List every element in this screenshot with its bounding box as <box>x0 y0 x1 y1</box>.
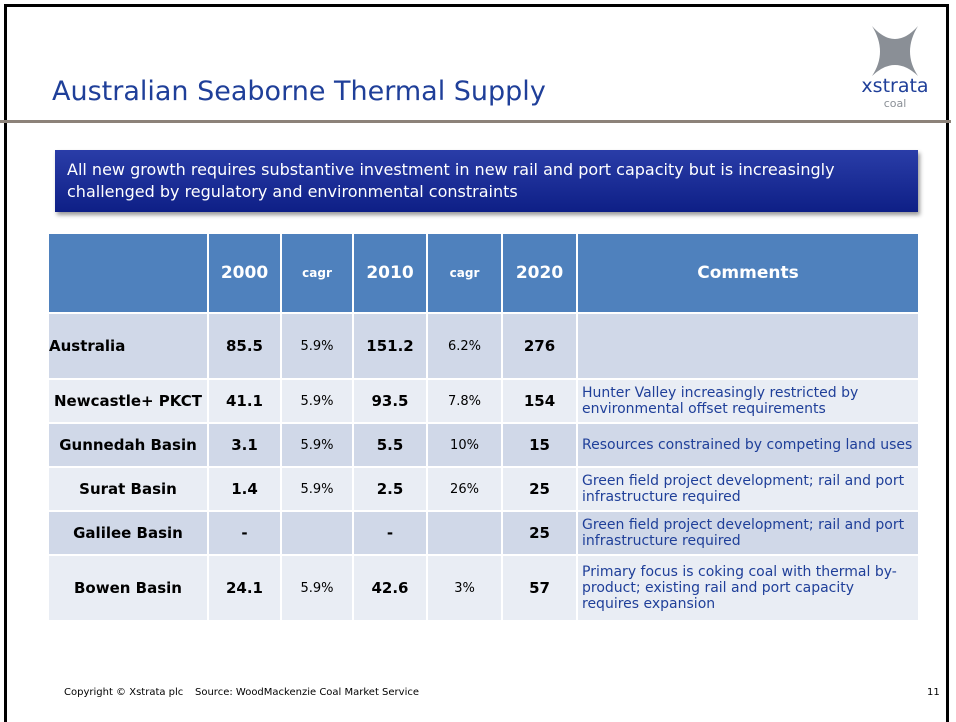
cell: 151.2 <box>352 312 428 380</box>
row-label: Australia <box>47 312 209 380</box>
cell: 3% <box>426 554 503 622</box>
cell: 41.1 <box>207 378 282 424</box>
slide-title: Australian Seaborne Thermal Supply <box>52 76 546 107</box>
column-header <box>47 232 209 314</box>
cell <box>426 510 503 556</box>
row-label: Gunnedah Basin <box>47 422 209 468</box>
cell: 6.2% <box>426 312 503 380</box>
cell: 26% <box>426 466 503 512</box>
cell: - <box>207 510 282 556</box>
row-label: Galilee Basin <box>47 510 209 556</box>
cell: 5.9% <box>280 466 354 512</box>
comment: Primary focus is coking coal with therma… <box>576 554 920 622</box>
column-header: cagr <box>426 232 503 314</box>
comment: Green field project development; rail an… <box>576 510 920 556</box>
cell: 5.5 <box>352 422 428 468</box>
banner: All new growth requires substantive inve… <box>55 150 918 212</box>
cell: 25 <box>501 466 578 512</box>
cell: 10% <box>426 422 503 468</box>
cell: 25 <box>501 510 578 556</box>
table-row: Newcastle+ PKCT 41.1 5.9% 93.5 7.8% 154 Hunter… <box>47 378 920 424</box>
page-number: 11 <box>927 687 940 698</box>
copyright: Copyright © Xstrata plc <box>64 687 184 698</box>
cell: 1.4 <box>207 466 282 512</box>
cell: 276 <box>501 312 578 380</box>
row-label: Newcastle+ PKCT <box>47 378 209 424</box>
cell: 24.1 <box>207 554 282 622</box>
cell: 7.8% <box>426 378 503 424</box>
table-row: Surat Basin 1.4 5.9% 2.5 26% 25 Green field pr… <box>47 466 920 512</box>
column-header: 2010 <box>352 232 428 314</box>
logo-name: xstrata <box>861 75 928 97</box>
comment <box>576 312 920 380</box>
header-row: 2000 cagr 2010 cagr 2020 Comments <box>47 232 920 314</box>
cell: 5.9% <box>280 554 354 622</box>
title-rule <box>0 120 951 123</box>
cell: 5.9% <box>280 312 354 380</box>
logo: xstrata coal <box>861 26 929 110</box>
table-row: Gunnedah Basin 3.1 5.9% 5.5 10% 15 Resources c… <box>47 422 920 468</box>
row-label: Bowen Basin <box>47 554 209 622</box>
cell: - <box>352 510 428 556</box>
cell: 154 <box>501 378 578 424</box>
cell: 57 <box>501 554 578 622</box>
cell: 5.9% <box>280 378 354 424</box>
cell <box>280 510 354 556</box>
cell: 85.5 <box>207 312 282 380</box>
column-header: 2000 <box>207 232 282 314</box>
table-row: Bowen Basin 24.1 5.9% 42.6 3% 57 Primary focus… <box>47 554 920 622</box>
source: Source: WoodMackenzie Coal Market Servic… <box>195 687 420 698</box>
comment: Resources constrained by competing land … <box>576 422 920 468</box>
supply-table: 2000 cagr 2010 cagr 2020 Comments Australia 85… <box>47 232 920 622</box>
cell: 42.6 <box>352 554 428 622</box>
column-header: cagr <box>280 232 354 314</box>
cell: 2.5 <box>352 466 428 512</box>
row-label: Surat Basin <box>47 466 209 512</box>
column-header: Comments <box>576 232 920 314</box>
logo-sub: coal <box>884 97 907 110</box>
comment: Green field project development; rail an… <box>576 466 920 512</box>
cell: 15 <box>501 422 578 468</box>
comment: Hunter Valley increasingly restricted by… <box>576 378 920 424</box>
cell: 5.9% <box>280 422 354 468</box>
slide-frame <box>4 4 949 722</box>
cell: 93.5 <box>352 378 428 424</box>
table-row: Australia 85.5 5.9% 151.2 6.2% 276 <box>47 312 920 380</box>
cell: 3.1 <box>207 422 282 468</box>
table-row: Galilee Basin - -25 Green field project dev… <box>47 510 920 556</box>
logo-mark <box>872 26 918 76</box>
column-header: 2020 <box>501 232 578 314</box>
